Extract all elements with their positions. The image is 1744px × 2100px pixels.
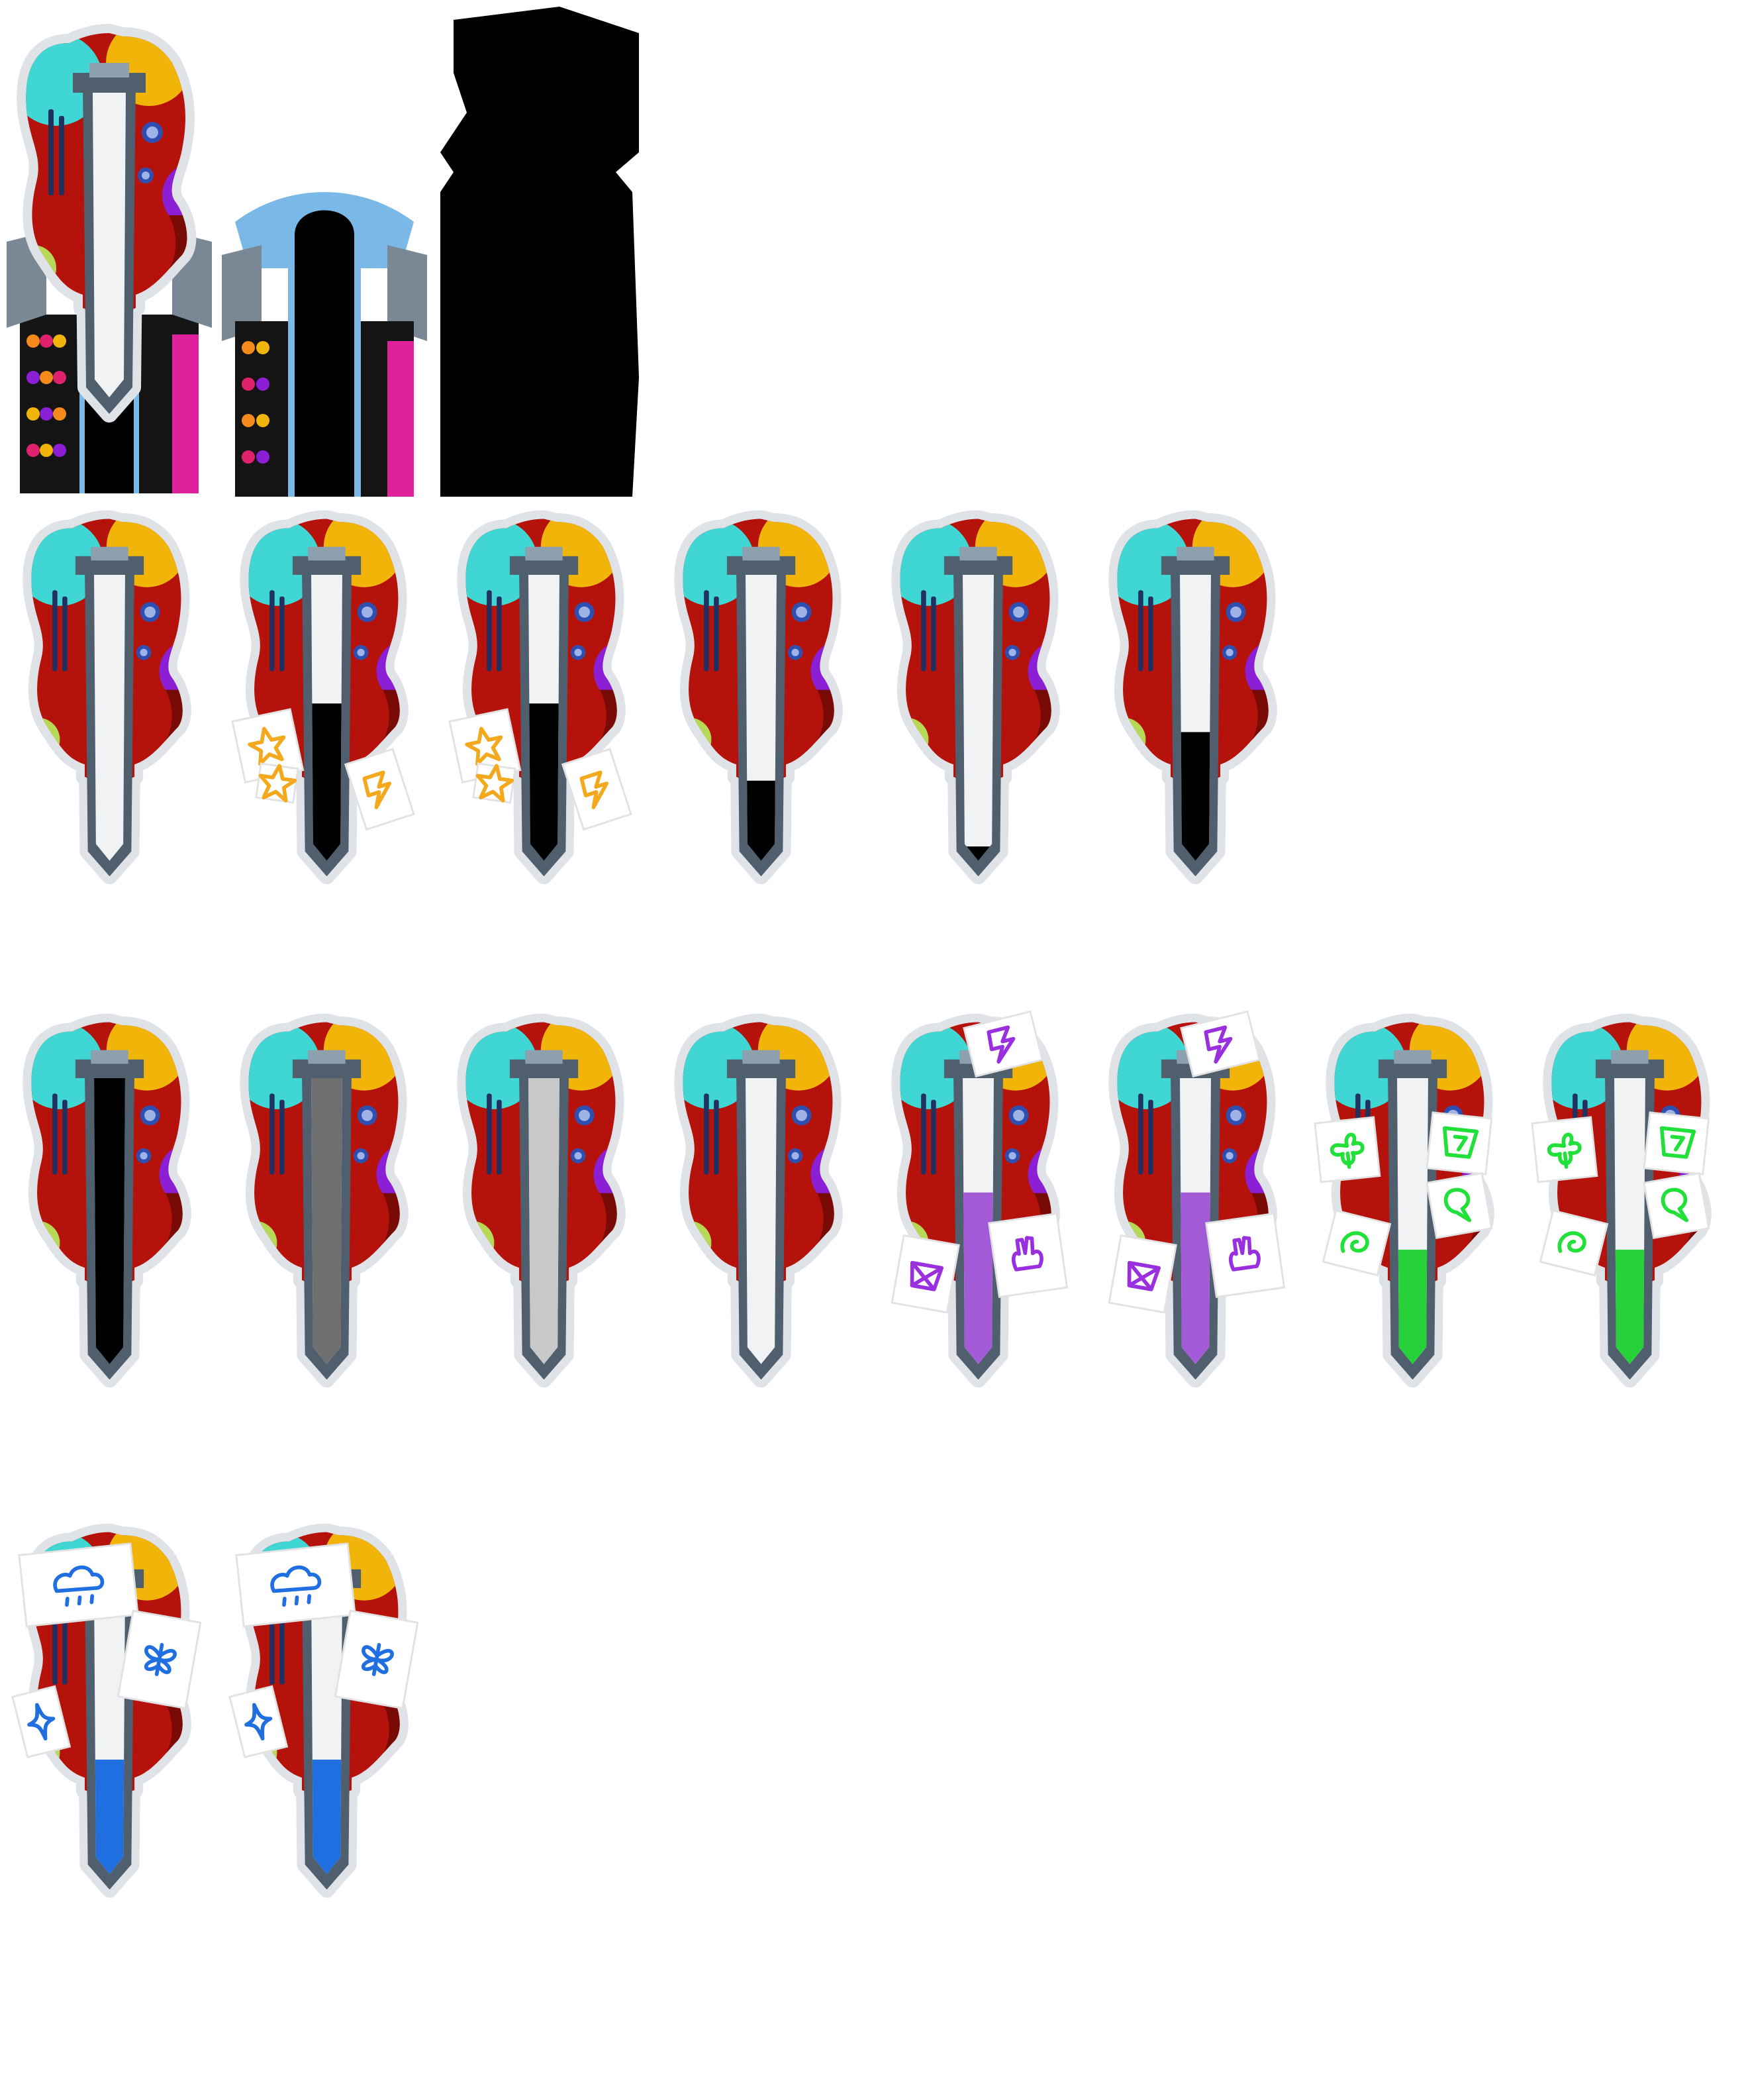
fill-meter [963, 1192, 994, 1364]
guitar-dock-sprite [7, 24, 212, 493]
guitar-sprite [674, 510, 843, 885]
guitar-sprite [228, 1523, 419, 1898]
fill-meter [311, 1760, 342, 1874]
fill-meter [1397, 1250, 1428, 1364]
guitar-sprite [1108, 510, 1277, 885]
fill-meter [1614, 1250, 1645, 1364]
guitar-sprite [1108, 1010, 1286, 1388]
fill-meter [311, 703, 342, 861]
silhouette-mask-sprite [440, 7, 639, 497]
dock-empty-sprite [222, 192, 427, 497]
fill-meter [94, 1077, 125, 1364]
fill-meter [311, 1077, 342, 1364]
guitar-sprite [11, 1523, 202, 1898]
fill-meter [528, 703, 559, 861]
guitar-sprite [891, 510, 1060, 885]
fill-meter [1180, 732, 1211, 861]
guitar-sprite [1314, 1013, 1494, 1388]
guitar-sprite [891, 1010, 1069, 1388]
guitar-sprite [240, 1013, 409, 1388]
guitar-sprite [231, 510, 415, 885]
guitar-sprite [23, 510, 191, 885]
fill-meter [746, 780, 777, 861]
fill-meter [528, 1077, 559, 1364]
guitar-sprite [674, 1013, 843, 1388]
fill-meter [94, 1760, 125, 1874]
guitar-sprite [23, 1013, 191, 1388]
guitar-sprite [457, 1013, 626, 1388]
guitar-sprite [448, 510, 632, 885]
fill-meter [1180, 1192, 1211, 1364]
guitar-sprite [1531, 1013, 1712, 1388]
